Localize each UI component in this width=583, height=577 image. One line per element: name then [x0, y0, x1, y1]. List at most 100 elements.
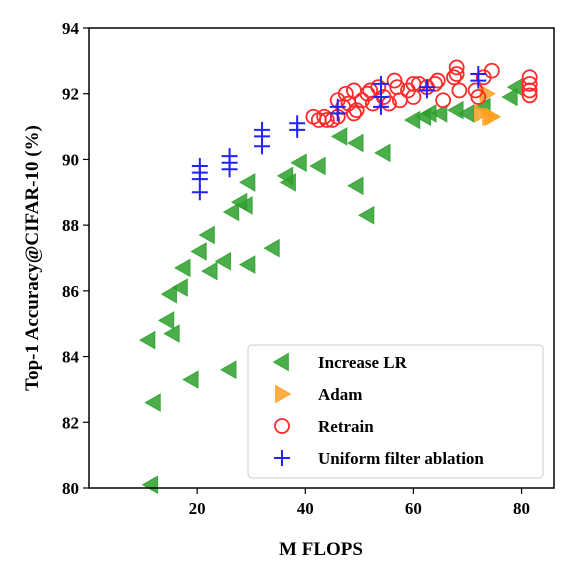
data-point: [470, 89, 487, 105]
data-point: [221, 148, 238, 165]
data-point: [198, 225, 215, 245]
data-point: [191, 158, 208, 174]
y-tick-label: 80: [62, 479, 79, 498]
data-point: [174, 258, 191, 278]
axis-ticks: 20 40 60 80 80 82 84 86 88 90 92 94: [62, 19, 530, 518]
data-point: [214, 251, 232, 271]
legend-item: Uniform filter ablation: [274, 449, 484, 468]
y-tick-label: 86: [62, 282, 79, 301]
y-tick-label: 94: [62, 19, 80, 38]
data-point: [329, 98, 346, 115]
data-point: [171, 278, 188, 297]
plot-frame: [88, 27, 555, 489]
data-point: [279, 173, 296, 192]
data-point: [374, 143, 391, 163]
legend-item: Increase LR: [272, 352, 408, 372]
data-point: [410, 75, 427, 92]
data-point: [157, 311, 175, 330]
data-point: [362, 82, 379, 99]
data-point: [348, 102, 365, 119]
data-point: [163, 324, 180, 343]
data-point: [263, 238, 280, 258]
y-tick-label: 90: [62, 150, 79, 169]
data-point: [501, 87, 518, 107]
data-point: [254, 121, 271, 138]
data-point: [357, 205, 375, 225]
series-2: [474, 84, 502, 127]
x-tick-label: 40: [297, 499, 314, 518]
data-point: [403, 110, 421, 130]
data-point: [470, 66, 487, 82]
data-point: [346, 82, 362, 99]
legend-label: Adam: [318, 385, 362, 404]
data-point: [479, 84, 496, 104]
data-point: [430, 104, 448, 123]
data-point: [474, 104, 491, 123]
data-point: [201, 261, 218, 281]
data-point: [457, 104, 475, 123]
x-tick-label: 20: [189, 499, 206, 518]
data-point: [309, 156, 326, 176]
y-tick-label: 84: [62, 348, 80, 367]
data-point: [222, 202, 240, 222]
series-3: [305, 59, 538, 128]
legend-label: Retrain: [318, 417, 374, 436]
data-point: [347, 133, 364, 153]
data-point: [405, 89, 422, 105]
data-point: [370, 79, 387, 96]
data-point: [521, 87, 538, 104]
data-point: [330, 127, 348, 146]
data-point: [446, 69, 462, 86]
data-point: [483, 62, 500, 79]
legend-label: Uniform filter ablation: [318, 449, 484, 468]
x-tick-label: 60: [405, 499, 422, 518]
data-point: [448, 66, 465, 82]
series-4: [191, 66, 487, 201]
data-point: [337, 85, 354, 102]
data-point: [448, 59, 465, 76]
data-point: [346, 105, 362, 122]
series-1: [138, 77, 524, 495]
data-point: [236, 196, 253, 215]
data-point: [319, 112, 335, 128]
legend-marker: [274, 450, 290, 466]
x-tick-label: 80: [513, 499, 530, 518]
data-point: [290, 153, 307, 173]
data-point: [138, 330, 156, 350]
data-point: [451, 82, 468, 99]
legend-marker: [275, 384, 292, 404]
data-point: [521, 82, 538, 99]
y-tick-label: 92: [62, 85, 79, 104]
legend-marker: [272, 352, 289, 372]
data-point: [141, 475, 159, 495]
data-point: [427, 75, 443, 92]
legend-marker: [274, 418, 290, 434]
data-point: [238, 255, 256, 274]
legend-box: [247, 344, 544, 479]
data-point: [447, 100, 464, 120]
legend: Increase LR Adam Retrain Uniform filter abl…: [247, 344, 544, 479]
data-point: [435, 92, 452, 109]
plot-marks: [138, 59, 538, 495]
data-point: [372, 75, 389, 92]
y-tick-label: 82: [62, 413, 79, 432]
legend-label: Increase LR: [318, 353, 408, 372]
data-point: [418, 79, 435, 96]
data-point: [220, 360, 237, 380]
data-point: [521, 75, 538, 92]
data-point: [160, 284, 177, 304]
data-point: [429, 72, 446, 89]
y-axis-label: Top-1 Accuracy@CIFAR-10 (%): [22, 125, 43, 391]
data-point: [182, 370, 199, 389]
data-point: [289, 115, 306, 132]
legend-item: Retrain: [274, 417, 374, 436]
data-point: [190, 242, 207, 261]
legend-item: Adam: [275, 384, 362, 404]
y-tick-label: 88: [62, 216, 79, 235]
x-axis-label: M FLOPS: [279, 539, 363, 560]
data-point: [484, 107, 502, 127]
data-point: [381, 95, 397, 112]
data-point: [347, 176, 364, 196]
data-point: [144, 393, 161, 412]
